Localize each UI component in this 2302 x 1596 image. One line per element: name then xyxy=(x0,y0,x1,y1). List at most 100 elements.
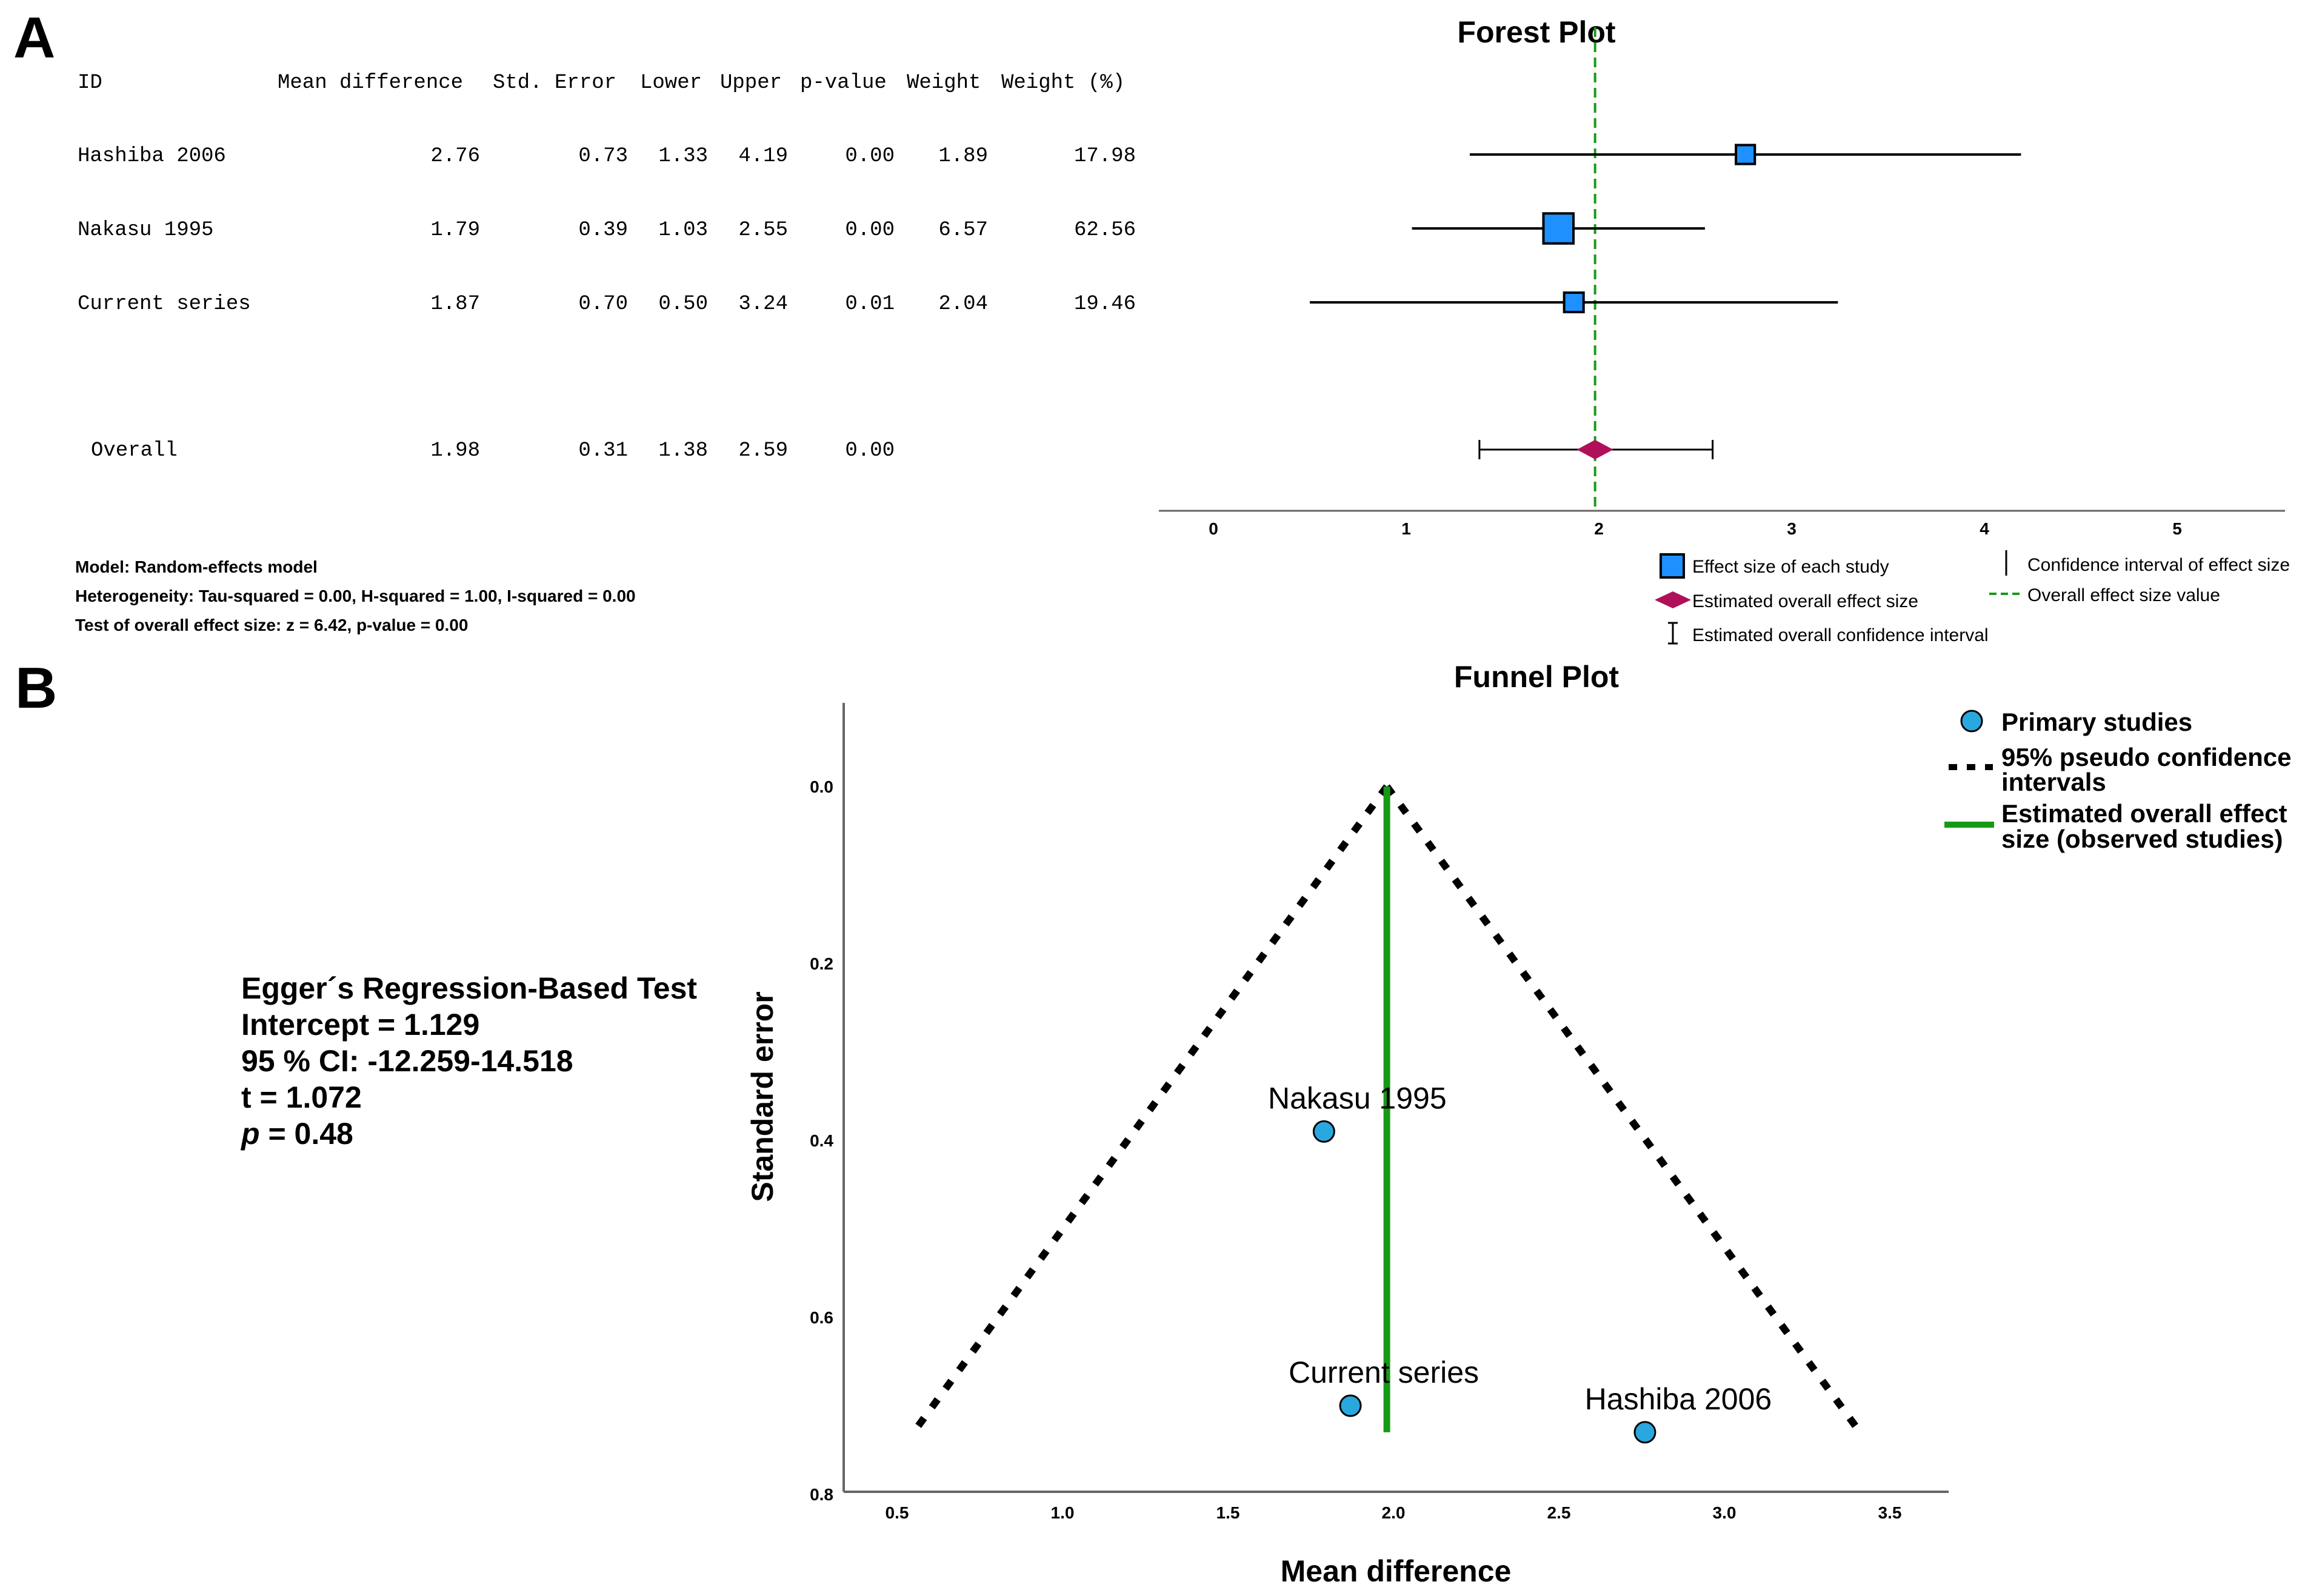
row-se: 0.70 xyxy=(578,293,628,316)
legend-overall-ci: Estimated overall confidence interval xyxy=(1692,625,1989,645)
table-row: Nakasu 1995 1.79 0.39 1.03 2.55 0.00 6.5… xyxy=(78,219,1136,242)
row-weight: 6.57 xyxy=(938,219,988,242)
forest-title: Forest Plot xyxy=(1457,15,1615,49)
egger-ci: 95 % CI: -12.259-14.518 xyxy=(241,1044,573,1078)
egger-t: t = 1.072 xyxy=(241,1080,362,1114)
study-point-label: Hashiba 2006 xyxy=(1585,1382,1772,1416)
row-mean: 2.76 xyxy=(430,145,480,168)
row-mean: 1.98 xyxy=(430,439,480,462)
row-mean: 1.87 xyxy=(430,293,480,316)
forest-x-tick: 2 xyxy=(1594,519,1604,538)
note-heterogeneity: Heterogeneity: Tau-squared = 0.00, H-squ… xyxy=(75,587,636,605)
legend-primary: Primary studies xyxy=(2001,708,2192,736)
forest-table-header: ID Mean difference Std. Error Lower Uppe… xyxy=(78,71,1125,95)
funnel-y-tick: 0.4 xyxy=(810,1131,833,1150)
table-row-overall: Overall 1.98 0.31 1.38 2.59 0.00 xyxy=(91,439,895,462)
row-weight-pct: 19.46 xyxy=(1074,293,1136,316)
study-point xyxy=(1339,1394,1362,1417)
row-se: 0.39 xyxy=(578,219,628,242)
row-id: Hashiba 2006 xyxy=(78,145,226,168)
forest-table-rows: Hashiba 2006 2.76 0.73 1.33 4.19 0.00 1.… xyxy=(78,145,1136,462)
funnel-x-ticks: 0.5 1.0 1.5 2.0 2.5 3.0 3.5 xyxy=(886,1503,1902,1522)
funnel-y-ticks: 0.0 0.2 0.4 0.6 0.8 xyxy=(810,777,833,1504)
funnel-y-tick: 0.0 xyxy=(810,777,833,796)
row-id: Overall xyxy=(91,439,178,462)
row-upper: 2.59 xyxy=(738,439,788,462)
forest-x-tick: 0 xyxy=(1209,519,1218,538)
forest-x-tick: 5 xyxy=(2172,519,2182,538)
forest-study-square xyxy=(1735,144,1757,165)
row-p: 0.00 xyxy=(845,439,895,462)
header-p: p-value xyxy=(800,71,887,95)
row-lower: 1.38 xyxy=(658,439,708,462)
legend-effect-size: Effect size of each study xyxy=(1692,557,1889,577)
egger-intercept: Intercept = 1.129 xyxy=(241,1008,479,1042)
row-p: 0.00 xyxy=(845,145,895,168)
study-point xyxy=(1633,1421,1656,1444)
row-se: 0.31 xyxy=(578,439,628,462)
row-p: 0.01 xyxy=(845,293,895,316)
panel-b-label: B xyxy=(15,656,57,720)
row-id: Nakasu 1995 xyxy=(78,219,213,242)
funnel-x-tick: 2.5 xyxy=(1547,1503,1571,1522)
panel-a-label: A xyxy=(13,5,55,70)
funnel-x-tick: 1.5 xyxy=(1216,1503,1240,1522)
legend-overall-line: Overall effect size value xyxy=(2027,585,2220,605)
table-row: Current series 1.87 0.70 0.50 3.24 0.01 … xyxy=(78,293,1136,316)
pseudo-ci-right xyxy=(1384,784,1863,1435)
forest-x-tick: 4 xyxy=(1980,519,1989,538)
header-id: ID xyxy=(78,71,102,95)
row-upper: 2.55 xyxy=(738,219,788,242)
overall-diamond xyxy=(1576,440,1613,459)
row-se: 0.73 xyxy=(578,145,628,168)
legend-ci: Confidence interval of effect size xyxy=(2027,555,2290,575)
study-point-label: Current series xyxy=(1289,1355,1479,1389)
funnel-x-tick: 3.5 xyxy=(1878,1503,1902,1522)
forest-plot: 0 1 2 3 4 5 xyxy=(1159,27,2285,538)
funnel-y-tick: 0.2 xyxy=(810,954,833,973)
funnel-plot: 0.5 1.0 1.5 2.0 2.5 3.0 3.5 0.0 0.2 0.4 0.6 0.8 Me… xyxy=(746,703,1949,1588)
funnel-points: Nakasu 1995 Current series Hashiba 2006 xyxy=(1268,1081,1772,1444)
legend-pseudo-ci-2: intervals xyxy=(2001,768,2106,796)
row-upper: 4.19 xyxy=(738,145,788,168)
header-lower: Lower xyxy=(640,71,702,95)
note-model: Model: Random-effects model xyxy=(75,557,318,576)
header-weight-pct: Weight (%) xyxy=(1001,71,1125,95)
header-upper: Upper xyxy=(720,71,782,95)
row-weight: 1.89 xyxy=(938,145,988,168)
funnel-lines xyxy=(910,784,1863,1435)
funnel-y-tick: 0.8 xyxy=(810,1485,833,1504)
row-lower: 0.50 xyxy=(658,293,708,316)
legend-diamond-icon xyxy=(1655,591,1691,608)
forest-study-square xyxy=(1563,291,1585,314)
forest-studies xyxy=(1310,144,2021,314)
row-weight: 2.04 xyxy=(938,293,988,316)
legend-overall-1: Estimated overall effect xyxy=(2001,799,2287,828)
study-point-label: Nakasu 1995 xyxy=(1268,1081,1447,1115)
egger-p: p = 0.48 xyxy=(240,1117,353,1151)
funnel-y-tick: 0.6 xyxy=(810,1308,833,1327)
forest-study-square xyxy=(1542,212,1575,245)
forest-x-tick: 3 xyxy=(1787,519,1797,538)
row-id: Current series xyxy=(78,293,251,316)
egger-p-symbol: p xyxy=(240,1117,260,1151)
row-lower: 1.03 xyxy=(658,219,708,242)
funnel-x-tick: 3.0 xyxy=(1713,1503,1737,1522)
table-row: Hashiba 2006 2.76 0.73 1.33 4.19 0.00 1.… xyxy=(78,145,1136,168)
note-overall-test: Test of overall effect size: z = 6.42, p… xyxy=(75,616,468,634)
row-upper: 3.24 xyxy=(738,293,788,316)
header-mean: Mean difference xyxy=(278,71,463,95)
funnel-y-label: Standard error xyxy=(746,991,779,1202)
funnel-legend: Primary studies 95% pseudo confidence in… xyxy=(1944,708,2291,853)
row-weight-pct: 17.98 xyxy=(1074,145,1136,168)
legend-overall-effect: Estimated overall effect size xyxy=(1692,591,1918,611)
funnel-x-tick: 0.5 xyxy=(886,1503,909,1522)
legend-ci-bracket-icon xyxy=(1668,622,1678,645)
legend-square-icon xyxy=(1660,553,1685,579)
forest-x-tick: 1 xyxy=(1401,519,1411,538)
row-weight-pct: 62.56 xyxy=(1074,219,1136,242)
funnel-x-label: Mean difference xyxy=(1281,1554,1512,1588)
funnel-x-tick: 2.0 xyxy=(1382,1503,1406,1522)
legend-point-icon xyxy=(1960,710,1983,733)
